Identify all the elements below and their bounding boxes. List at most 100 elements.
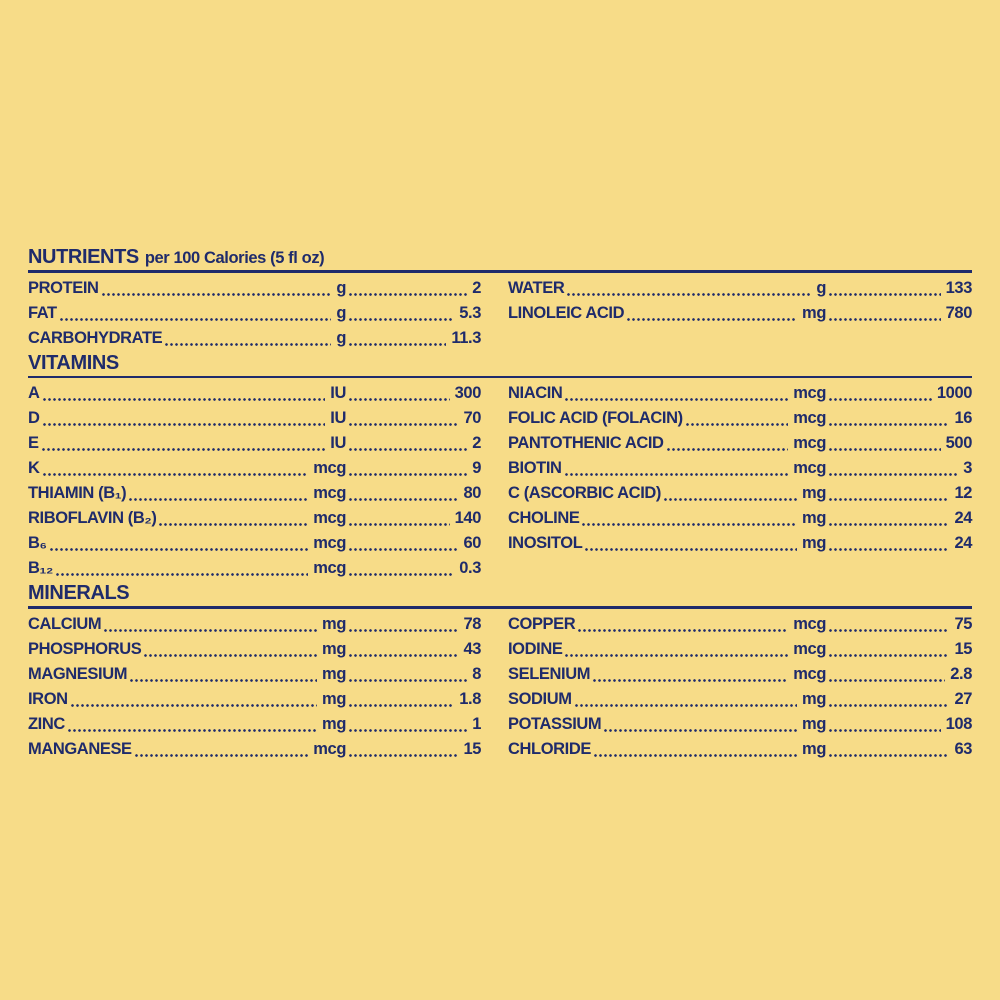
dot-leader [601,712,800,737]
nutrient-value: 24 [954,534,972,552]
nutrient-label: A [28,384,40,402]
nutrient-label: B₆ [28,534,47,552]
dot-leader [562,637,791,662]
nutrient-value: 80 [463,484,481,502]
nutrient-unit: mg [802,534,826,552]
nutrient-unit: mcg [793,639,826,658]
nutrient-value: 27 [954,689,972,708]
nutrient-unit: mg [802,689,826,708]
nutrient-unit: mg [802,484,826,502]
nutrient-label: D [28,409,40,427]
nutrient-label: POTASSIUM [508,714,602,733]
nutrient-label: CHLORIDE [508,739,591,758]
nutrient-row: NIACIN mcg 1000 [508,381,972,406]
nutrient-unit: g [336,328,346,347]
dot-leader [826,662,948,687]
dot-leader [346,637,461,662]
dot-leader [65,712,320,737]
nutrient-label: CARBOHYDRATE [28,328,163,347]
nutrient-unit: mg [802,714,826,733]
nutrient-value: 1.8 [459,689,481,708]
section-title: NUTRIENTS [28,246,139,268]
nutrient-label: B₁₂ [28,559,53,577]
nutrient-row: MAGNESIUM mg 8 [28,662,481,687]
nutrient-value: 2 [472,434,481,452]
dot-leader [127,662,320,687]
dot-leader [590,662,791,687]
column-left: A IU 300 D IU 70 E IU 2 K mcg 9 THIA [28,381,481,581]
nutrient-unit: mcg [793,409,826,427]
dot-leader [346,737,461,762]
nutrient-row: B₁₂ mcg 0.3 [28,556,481,581]
nutrient-unit: mg [802,303,826,322]
nutrient-value: 2.8 [950,664,972,683]
dot-leader [126,481,311,506]
nutrient-label: BIOTIN [508,459,562,477]
nutrient-label: E [28,434,39,452]
dot-leader [47,531,312,556]
nutrient-row: SELENIUM mcg 2.8 [508,662,972,687]
nutrient-label: WATER [508,278,565,297]
dot-leader [68,687,320,712]
nutrient-label: MANGANESE [28,739,132,758]
dot-leader [346,662,470,687]
nutrient-label: IRON [28,689,68,708]
nutrient-value: 3 [963,459,972,477]
nutrient-unit: g [336,278,346,297]
nutrient-label: MAGNESIUM [28,664,128,683]
nutrient-label: THIAMIN (B₁) [28,484,127,502]
nutrient-unit: mcg [793,459,826,477]
nutrient-value: 0.3 [459,559,481,577]
nutrient-value: 11.3 [451,328,481,347]
dot-leader [664,431,792,456]
section-rule [28,270,972,273]
nutrient-value: 12 [954,484,972,502]
nutrient-label: FOLIC ACID (FOLACIN) [508,409,683,427]
nutrient-label: PROTEIN [28,278,99,297]
dot-leader [346,326,449,351]
dot-leader [141,637,320,662]
section-title: MINERALS [28,582,130,604]
section-heading-vitamins: VITAMINS [28,351,972,376]
nutrient-label: IODINE [508,639,563,658]
column-left: PROTEIN g 2 FAT g 5.3 CARBOHYDRATE g 11.… [28,276,481,351]
nutrient-unit: IU [330,409,346,427]
nutrient-label: INOSITOL [508,534,583,552]
nutrient-row: B₆ mcg 60 [28,531,481,556]
nutrient-value: 133 [945,278,973,297]
section-columns: A IU 300 D IU 70 E IU 2 K mcg 9 THIA [28,381,972,581]
nutrient-row: K mcg 9 [28,456,481,481]
nutrient-row: A IU 300 [28,381,481,406]
dot-leader [826,406,952,431]
dot-leader [826,506,952,531]
dot-leader [826,612,952,637]
nutrient-row: IODINE mcg 15 [508,637,972,662]
nutrient-value: 75 [954,614,972,633]
nutrient-value: 70 [463,409,481,427]
nutrient-label: ZINC [28,714,65,733]
dot-leader [346,456,470,481]
column-left: CALCIUM mg 78 PHOSPHORUS mg 43 MAGNESIUM… [28,612,481,762]
dot-leader [826,637,952,662]
dot-leader [562,456,792,481]
dot-leader [661,481,800,506]
section-heading-minerals: MINERALS [28,581,972,606]
dot-leader [39,431,329,456]
nutrient-row: PROTEIN g 2 [28,276,481,301]
nutrient-unit: mcg [313,484,346,502]
dot-leader [826,431,944,456]
nutrient-unit: mcg [313,459,346,477]
nutrient-unit: mcg [313,509,346,527]
nutrient-unit: mcg [793,384,826,402]
nutrient-row: FOLIC ACID (FOLACIN) mcg 16 [508,406,972,431]
nutrient-row: SODIUM mg 27 [508,687,972,712]
nutrient-label: K [28,459,40,477]
nutrient-row: BIOTIN mcg 3 [508,456,972,481]
nutrient-unit: mg [322,664,346,683]
column-right: NIACIN mcg 1000 FOLIC ACID (FOLACIN) mcg… [508,381,972,556]
section-heading-nutrients: NUTRIENTS per 100 Calories (5 fl oz) [28,245,972,270]
dot-leader [162,326,334,351]
nutrient-value: 1 [472,714,481,733]
nutrient-row: E IU 2 [28,431,481,456]
nutrient-row: INOSITOL mg 24 [508,531,972,556]
